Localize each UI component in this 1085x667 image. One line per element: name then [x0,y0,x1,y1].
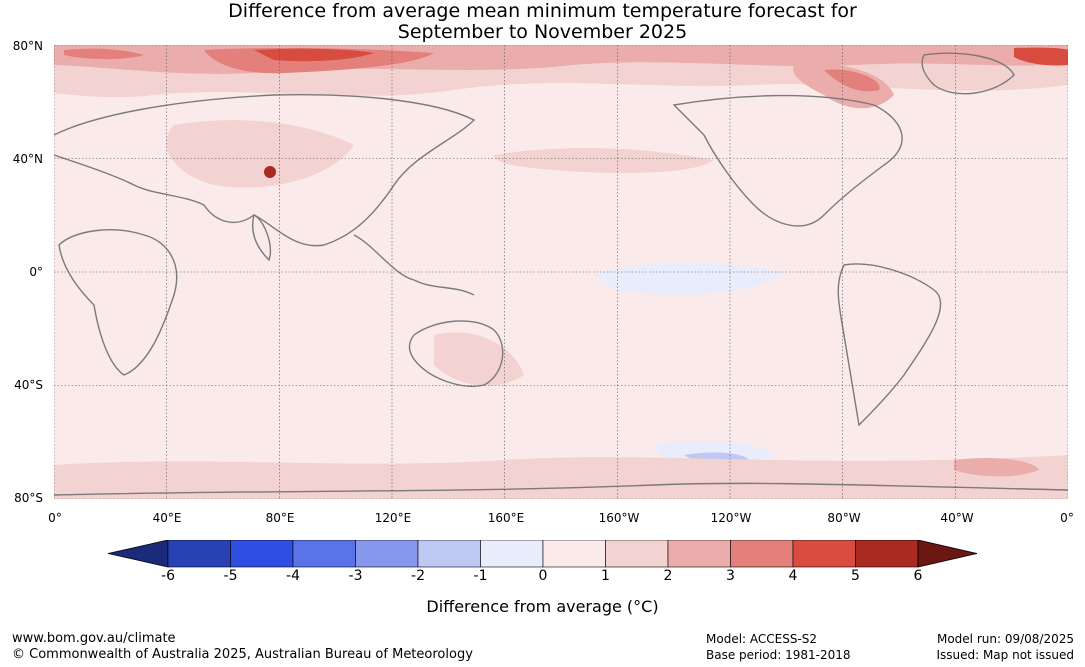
colorbar-tick-label: -3 [348,568,363,584]
colorbar-segment [730,540,794,568]
footer-model: Model: ACCESS-S2 [706,632,818,646]
lat-label-40n: 40°N [12,152,43,166]
lat-label-40s: 40°S [14,378,43,392]
colorbar-tick-label: -6 [161,568,175,584]
lon-label-160e: 160°E [487,511,525,525]
map-title-line1: Difference from average mean minimum tem… [228,0,857,22]
lon-label-40e: 40°E [152,511,182,525]
colorbar-tick-label: 6 [913,568,923,584]
anomaly-south-band [54,455,1068,499]
lon-label-0: 0° [48,511,62,525]
footer-url: www.bom.gov.au/climate [12,631,176,646]
coastlines [54,52,1068,496]
footer-copyright: © Commonwealth of Australia 2025, Austra… [12,647,473,662]
anomaly-himalaya-hotspot [264,166,276,178]
footer-issued: Issued: Map not issued [936,648,1074,662]
anomaly-canada-core [824,69,880,92]
coast-se-asia [353,234,475,296]
footer-model-run: Model run: 09/08/2025 [936,632,1074,646]
colorbar-tick-label: -4 [286,568,300,584]
anomaly-n-pacific [494,148,714,173]
lat-label-80n: 80°N [12,39,43,53]
lat-label-0: 0° [29,265,43,279]
colorbar-segment [167,540,231,568]
anomaly-arctic-east [1014,47,1068,66]
colorbar [108,540,978,568]
colorbar-segment [792,540,856,568]
coast-north-america [672,94,903,227]
colorbar-extend-low [108,540,169,568]
colorbar-tick-label: 2 [663,568,673,584]
colorbar-tick-label: 1 [601,568,610,584]
anomaly-tropical-pacific-cool [594,262,784,295]
lon-label-120w: 120°W [710,511,752,525]
coast-antarctica [54,482,1068,496]
colorbar-segment [542,540,606,568]
colorbar-tick-label: -5 [223,568,238,584]
colorbar-segment [355,540,419,568]
lon-label-40w: 40°W [940,511,974,525]
coast-south-america [837,263,942,427]
colorbar-tick-label: -2 [411,568,425,584]
colorbar-segment [605,540,669,568]
colorbar-segment [417,540,481,568]
anomaly-australia [434,332,524,386]
lon-label-80e: 80°E [265,511,295,525]
anomaly-south-atlantic [954,458,1039,477]
colorbar-tick-label: -1 [473,568,488,584]
coast-africa [58,229,178,376]
lon-label-160w: 160°W [598,511,640,525]
colorbar-tick-label: 3 [726,568,735,584]
footer-base-period: Base period: 1981-2018 [706,648,851,662]
anomaly-arctic-russia-core [254,48,374,62]
lat-label-80s: 80°S [14,491,43,505]
colorbar-segment [230,540,294,568]
colorbar-label: Difference from average (°C) [426,597,659,616]
colorbar-segment [855,540,919,568]
map-title-line2: September to November 2025 [397,21,688,43]
colorbar-segment [667,540,731,568]
colorbar-segment [480,540,544,568]
coast-eurasia [54,93,476,247]
coast-australia [408,320,504,387]
lon-label-80w: 80°W [827,511,861,525]
colorbar-extend-high [917,540,978,568]
anomaly-canada [793,63,894,109]
colorbar-tick-label: 4 [788,568,798,584]
anomaly-central-asia [166,120,354,188]
lon-label-0-east: 0° [1060,511,1074,525]
colorbar-tick-label: 0 [538,568,548,584]
coast-india [252,213,271,262]
anomaly-arctic-west [64,48,144,60]
colorbar-segment [292,540,356,568]
graticule [54,45,1068,499]
lon-label-120e: 120°E [374,511,412,525]
colorbar-tick-label: 5 [851,568,860,584]
coast-greenland [921,52,1015,95]
forecast-map [54,45,1068,499]
